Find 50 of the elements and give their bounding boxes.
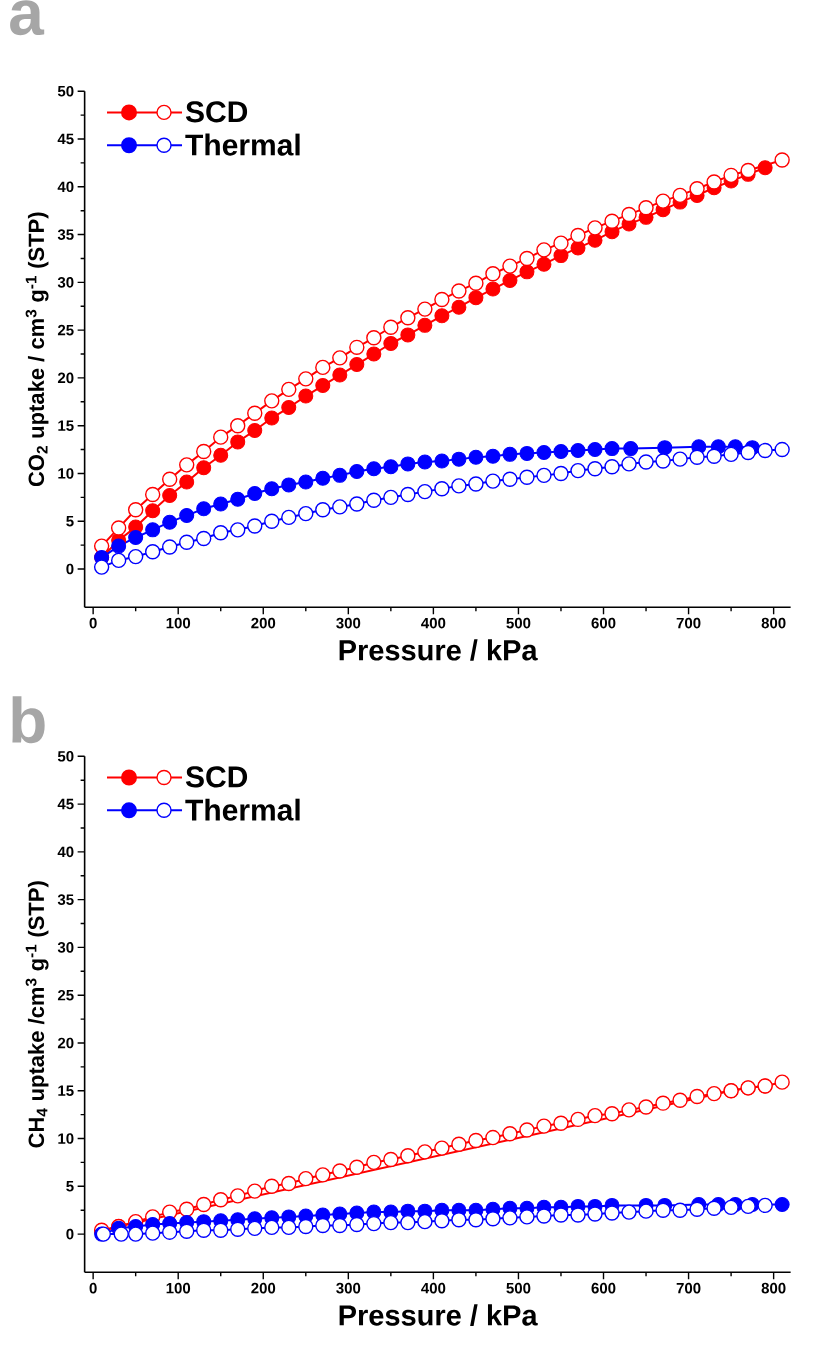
x-tick-label: 300 xyxy=(336,1282,361,1294)
y-tick-label: 30 xyxy=(57,277,74,288)
x-tick-label: 500 xyxy=(506,617,531,629)
y-tick-label: 10 xyxy=(58,468,74,479)
x-tick-label: 200 xyxy=(251,617,276,629)
y-tick-label: 40 xyxy=(57,181,74,193)
y-tick-label: 40 xyxy=(57,846,74,858)
y-tick-label: 35 xyxy=(57,894,74,905)
y-tick-label: 0 xyxy=(66,563,74,575)
y-tick-label: 50 xyxy=(57,750,74,762)
legend-label: SCD xyxy=(185,766,248,788)
x-tick-label: 400 xyxy=(421,1282,446,1294)
x-tick-label: 0 xyxy=(89,1282,97,1294)
legend-label: Thermal xyxy=(185,133,300,156)
x-tick-label: 100 xyxy=(166,617,191,629)
y-tick-label: 45 xyxy=(57,798,74,810)
x-tick-label: 700 xyxy=(676,1282,701,1294)
y-axis-title: CH$_{4}$ uptake /cm$^{3}$ g$^{-1}$ (STP) xyxy=(25,881,49,1148)
x-tick-label: 800 xyxy=(761,1282,786,1294)
y-axis-title: CO$_{2}$ uptake / cm$^{3}$ g$^{-1}$ (STP) xyxy=(25,212,49,487)
x-tick-label: 500 xyxy=(506,1282,531,1294)
x-tick-label: 600 xyxy=(591,1282,616,1294)
x-tick-label: 600 xyxy=(591,617,616,629)
y-tick-label: 20 xyxy=(57,1037,74,1049)
x-axis-title: Pressure / kPa xyxy=(339,1304,538,1326)
x-tick-label: 800 xyxy=(761,617,786,629)
y-tick-label: 25 xyxy=(57,989,74,1001)
y-tick-label: 45 xyxy=(57,133,74,145)
text: b xyxy=(12,696,45,744)
y-tick-label: 5 xyxy=(66,1181,74,1192)
x-tick-label: 300 xyxy=(336,617,361,629)
y-tick-label: 15 xyxy=(58,420,74,431)
y-tick-label: 5 xyxy=(66,516,74,527)
legend-label: Thermal xyxy=(185,798,300,821)
x-tick-label: 400 xyxy=(421,617,446,629)
y-tick-label: 15 xyxy=(58,1085,74,1096)
y-tick-label: 25 xyxy=(57,324,74,336)
y-tick-label: 10 xyxy=(58,1133,74,1144)
x-axis-title: Pressure / kPa xyxy=(339,639,538,661)
y-tick-label: 50 xyxy=(57,85,74,97)
y-tick-label: 30 xyxy=(57,942,74,953)
x-tick-label: 700 xyxy=(676,617,701,629)
text: a xyxy=(10,0,45,36)
x-tick-label: 0 xyxy=(89,617,97,629)
x-tick-label: 100 xyxy=(166,1282,191,1294)
x-tick-label: 200 xyxy=(251,1282,276,1294)
y-tick-label: 35 xyxy=(57,229,74,240)
y-tick-label: 20 xyxy=(57,372,74,384)
legend-label: SCD xyxy=(185,101,248,123)
y-tick-label: 0 xyxy=(66,1228,74,1240)
